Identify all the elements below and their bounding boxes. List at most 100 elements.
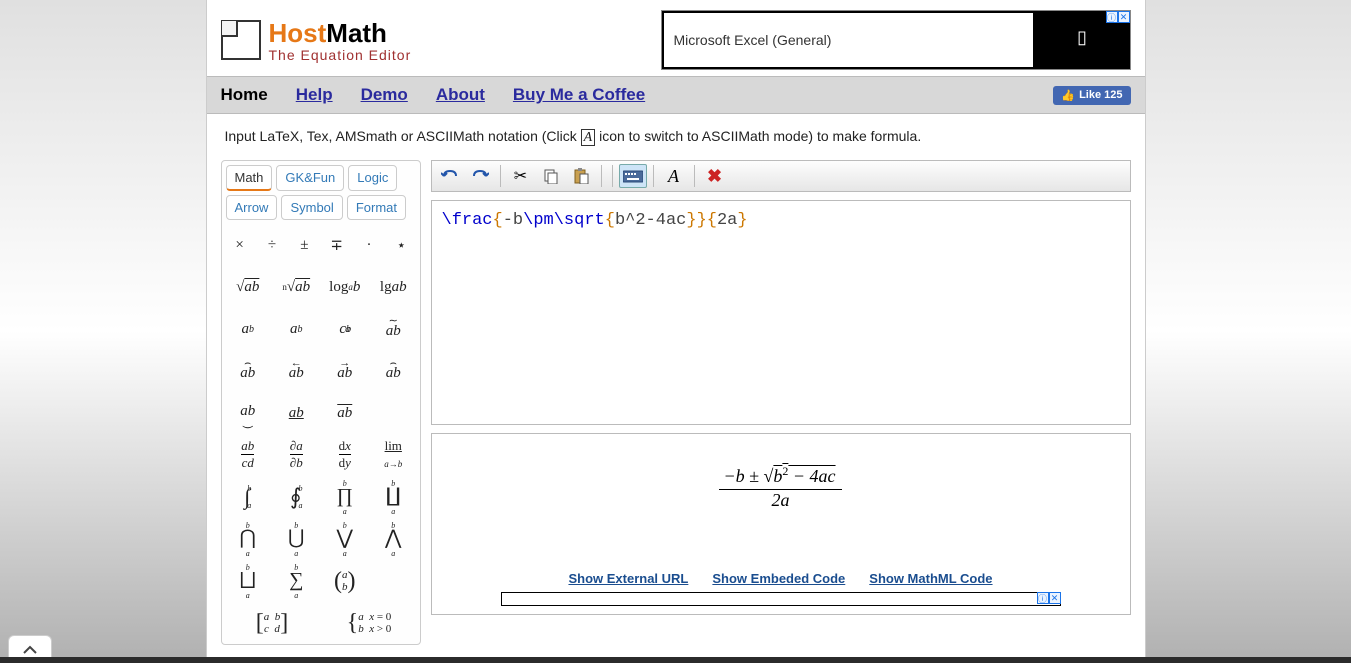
- sym-supsub[interactable]: cba: [321, 312, 370, 346]
- ad-close-icon[interactable]: ✕: [1118, 11, 1130, 23]
- link-embed[interactable]: Show Embeded Code: [712, 571, 845, 586]
- sym-tilde[interactable]: ∼ab: [369, 312, 418, 346]
- sym-times[interactable]: ×: [224, 228, 256, 262]
- sym-lim[interactable]: lima→b: [369, 438, 418, 472]
- sym-bigsqcup[interactable]: b⨆a: [224, 564, 273, 598]
- nav-demo[interactable]: Demo: [361, 85, 408, 105]
- nav-about[interactable]: About: [436, 85, 485, 105]
- keyboard-button[interactable]: [619, 164, 647, 188]
- undo-button[interactable]: [436, 164, 464, 188]
- sym-frac[interactable]: abcd: [224, 438, 273, 472]
- sym-coprod[interactable]: b∐a: [369, 480, 418, 514]
- code-input[interactable]: \frac{-b\pm\sqrt{b^2-4ac}}{2a}: [431, 200, 1131, 425]
- toolbar-sep2b: [612, 165, 613, 187]
- ad-text: Microsoft Excel (General): [664, 13, 1033, 67]
- tab-logic[interactable]: Logic: [348, 165, 397, 191]
- ad-corner[interactable]: ⓘ✕: [1106, 11, 1130, 23]
- logo-math: Math: [326, 18, 387, 48]
- sym-bigcup[interactable]: b⋃a: [272, 522, 321, 556]
- logo-block[interactable]: HostMath The Equation Editor: [221, 18, 412, 63]
- sym-star[interactable]: ⋆: [385, 228, 417, 262]
- cut-button[interactable]: ✂: [507, 164, 535, 188]
- sym-nroot[interactable]: n√ab: [272, 270, 321, 304]
- font-button[interactable]: A: [660, 164, 688, 188]
- copy-button[interactable]: [537, 164, 565, 188]
- sym-rarrow[interactable]: →ab: [321, 354, 370, 388]
- paste-button[interactable]: [567, 164, 595, 188]
- clear-button[interactable]: ✖: [701, 164, 729, 188]
- tab-math[interactable]: Math: [226, 165, 273, 191]
- sym-lg[interactable]: lg ab: [369, 270, 418, 304]
- ad-info-icon[interactable]: ⓘ: [1106, 11, 1118, 23]
- sym-sup[interactable]: ab: [224, 312, 273, 346]
- palette-row-frac: abcd ∂a∂b dxdy lima→b: [222, 434, 420, 476]
- sym-partial[interactable]: ∂a∂b: [272, 438, 321, 472]
- sym-binom[interactable]: (ab): [321, 564, 370, 598]
- sym-int[interactable]: ∫ba: [224, 480, 273, 514]
- formula-denominator: 2a: [719, 490, 841, 511]
- sym-cases[interactable]: {a x = 0b x > 0: [321, 606, 418, 640]
- toolbar-sep4: [694, 165, 695, 187]
- sym-underbrace[interactable]: ab⏝: [224, 396, 273, 430]
- sym-underline[interactable]: ab: [272, 396, 321, 430]
- palette-row-scripts: ab ab cba ∼ab: [222, 308, 420, 350]
- sym-oint[interactable]: ∮ba: [272, 480, 321, 514]
- sym-overline[interactable]: ab: [321, 396, 370, 430]
- toolbar-sep2: [601, 165, 602, 187]
- sym-bigvee[interactable]: b⋁a: [321, 522, 370, 556]
- sym-frown[interactable]: ⌢ab: [369, 354, 418, 388]
- chevron-up-icon: [22, 645, 38, 655]
- nav-help[interactable]: Help: [296, 85, 333, 105]
- sym-dfrac[interactable]: dxdy: [321, 438, 370, 472]
- tab-symbol[interactable]: Symbol: [281, 195, 342, 220]
- symbol-palette: Math GK&Fun Logic Arrow Symbol Format × …: [221, 160, 421, 645]
- instructions-pre: Input LaTeX, Tex, AMSmath or ASCIIMath n…: [225, 128, 581, 144]
- ad-info-icon2[interactable]: ⓘ: [1037, 592, 1049, 604]
- ad-close-icon2[interactable]: ✕: [1049, 592, 1061, 604]
- sym-prod[interactable]: b∏a: [321, 480, 370, 514]
- bottom-ad[interactable]: ⓘ✕: [501, 592, 1061, 606]
- sym-cdot[interactable]: ·: [353, 228, 385, 262]
- fb-like-button[interactable]: 👍 Like 125: [1053, 86, 1130, 105]
- palette-row-ops: × ÷ ± ∓ · ⋆: [222, 224, 420, 266]
- code-b2: {: [605, 211, 615, 230]
- content: Math GK&Fun Logic Arrow Symbol Format × …: [207, 160, 1145, 645]
- code-cmd2: \pm\sqrt: [523, 211, 605, 230]
- toolbar: ✂ A ✖: [431, 160, 1131, 192]
- link-mathml[interactable]: Show MathML Code: [869, 571, 992, 586]
- sym-div[interactable]: ÷: [256, 228, 288, 262]
- code-b3: }}: [686, 211, 706, 230]
- sym-mp[interactable]: ∓: [320, 228, 352, 262]
- sym-sum[interactable]: b∑a: [272, 564, 321, 598]
- code-b1: {: [493, 211, 503, 230]
- sym-bigcap[interactable]: b⋂a: [224, 522, 273, 556]
- ad-banner[interactable]: Microsoft Excel (General) ▯ ⓘ✕: [661, 10, 1131, 70]
- link-external[interactable]: Show External URL: [568, 571, 688, 586]
- sym-empty: [369, 396, 418, 430]
- nav-coffee[interactable]: Buy Me a Coffee: [513, 85, 645, 105]
- tab-format[interactable]: Format: [347, 195, 406, 220]
- tab-gkfun[interactable]: GK&Fun: [276, 165, 344, 191]
- redo-button[interactable]: [466, 164, 494, 188]
- tab-arrow[interactable]: Arrow: [226, 195, 278, 220]
- nav-home[interactable]: Home: [221, 85, 268, 105]
- sym-sqrt[interactable]: √ab: [224, 270, 273, 304]
- page-container: HostMath The Equation Editor Microsoft E…: [206, 0, 1146, 663]
- palette-row-sum: b⨆a b∑a (ab): [222, 560, 420, 602]
- sym-larrow[interactable]: ←ab: [272, 354, 321, 388]
- sym-sub[interactable]: ab: [272, 312, 321, 346]
- editor-column: ✂ A ✖ \frac{-b\pm\sqrt{b^2-4ac}}{2a} −b …: [431, 160, 1131, 645]
- logo-icon: [221, 20, 261, 60]
- palette-row-bigops: b⋂a b⋃a b⋁a b⋀a: [222, 518, 420, 560]
- sym-hat[interactable]: ⌢ab: [224, 354, 273, 388]
- formula-numerator: −b ± √b2 − 4ac: [719, 464, 841, 490]
- sym-log[interactable]: logab: [321, 270, 370, 304]
- sym-pm[interactable]: ±: [288, 228, 320, 262]
- formula-pre: −b ±: [723, 466, 763, 486]
- palette-row-accents: ⌢ab ←ab →ab ⌢ab: [222, 350, 420, 392]
- sym-matrix[interactable]: [a bc d]: [224, 606, 321, 640]
- palette-row-matrix: [a bc d] {a x = 0b x > 0: [222, 602, 420, 644]
- sym-bigwedge[interactable]: b⋀a: [369, 522, 418, 556]
- thumbs-up-icon: 👍: [1061, 89, 1075, 102]
- bottom-ad-corner[interactable]: ⓘ✕: [1037, 592, 1061, 604]
